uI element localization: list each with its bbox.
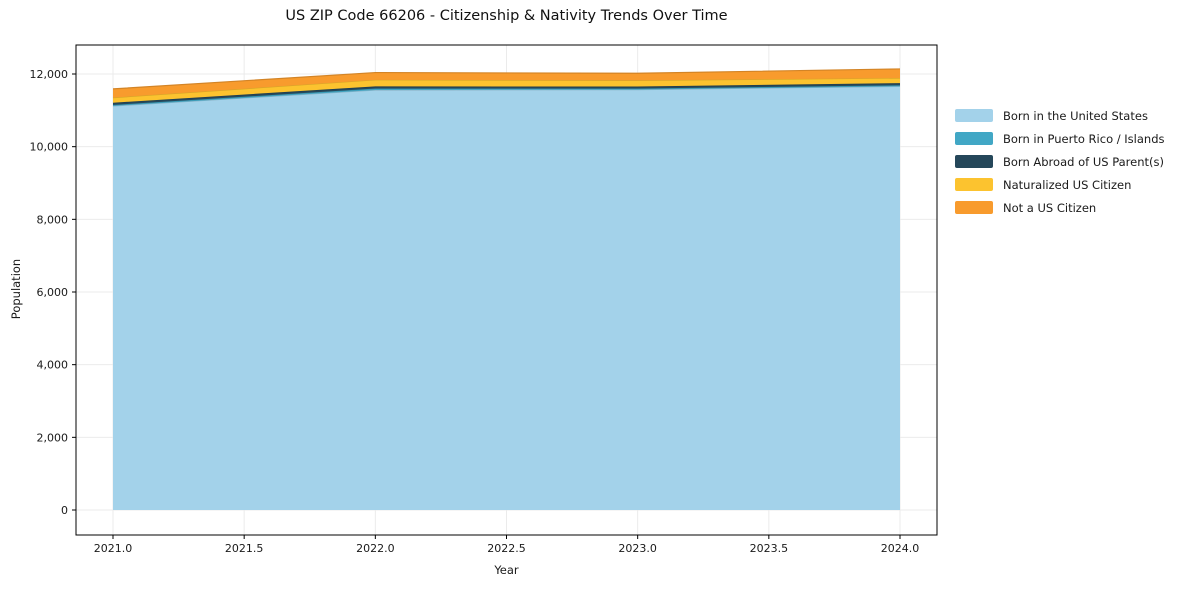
x-tick-label: 2023.0 [618, 542, 657, 555]
legend-item: Born in Puerto Rico / Islands [955, 127, 1165, 150]
y-tick-label: 2,000 [37, 431, 69, 444]
legend: Born in the United States Born in Puerto … [955, 104, 1165, 219]
y-axis-label: Population [9, 258, 23, 320]
area-band [113, 86, 900, 510]
legend-swatch [955, 109, 993, 122]
area-band-edge [112, 68, 901, 90]
x-tick-label: 2022.0 [356, 542, 395, 555]
y-tick-label: 12,000 [30, 68, 69, 81]
y-tick-label: 6,000 [37, 286, 69, 299]
legend-item: Born in the United States [955, 104, 1165, 127]
legend-swatch [955, 155, 993, 168]
y-tick-label: 8,000 [37, 213, 69, 226]
area-band [113, 83, 900, 105]
legend-item: Naturalized US Citizen [955, 173, 1165, 196]
legend-label: Born in Puerto Rico / Islands [1003, 131, 1165, 146]
legend-label: Not a US Citizen [1003, 200, 1097, 215]
legend-swatch [955, 201, 993, 214]
y-tick-label: 10,000 [30, 141, 69, 154]
y-tick-label: 4,000 [37, 359, 69, 372]
legend-label: Naturalized US Citizen [1003, 177, 1132, 192]
x-tick-label: 2024.0 [881, 542, 920, 555]
legend-label: Born in the United States [1003, 108, 1148, 123]
x-tick-label: 2021.0 [94, 542, 133, 555]
legend-item: Not a US Citizen [955, 196, 1165, 219]
y-tick-label: 0 [61, 504, 68, 517]
x-tick-label: 2023.5 [750, 542, 789, 555]
x-axis-label: Year [494, 563, 519, 577]
area-band [113, 77, 900, 103]
area-band [113, 68, 900, 98]
legend-item: Born Abroad of US Parent(s) [955, 150, 1165, 173]
x-tick-label: 2021.5 [225, 542, 264, 555]
chart-title: US ZIP Code 66206 - Citizenship & Nativi… [285, 8, 728, 24]
legend-label: Born Abroad of US Parent(s) [1003, 154, 1164, 169]
legend-swatch [955, 178, 993, 191]
x-tick-label: 2022.5 [487, 542, 526, 555]
legend-swatch [955, 132, 993, 145]
